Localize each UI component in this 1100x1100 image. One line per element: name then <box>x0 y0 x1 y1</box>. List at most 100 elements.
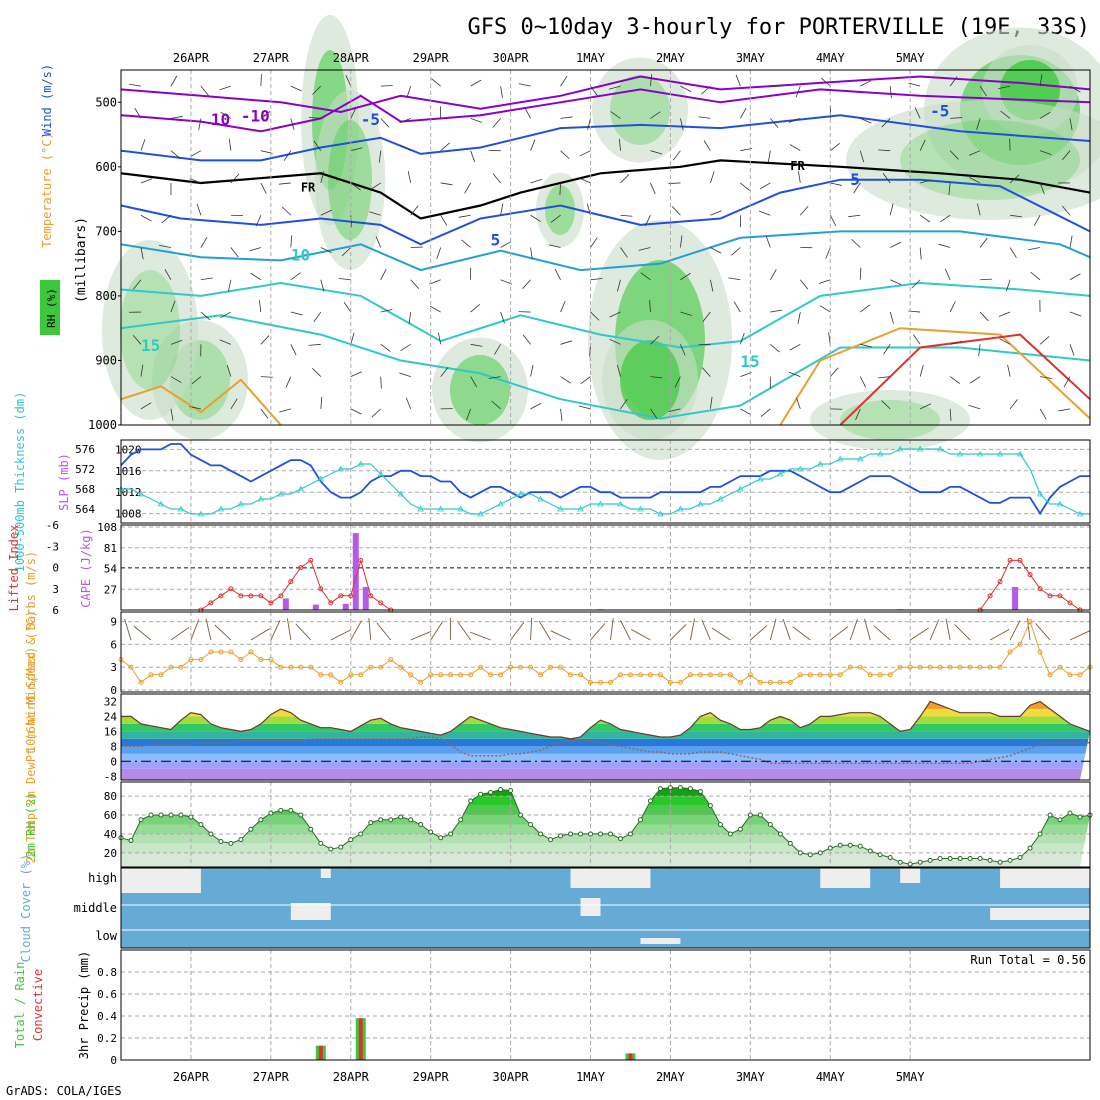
wind-speed-point <box>538 672 544 678</box>
rh-point <box>428 829 434 835</box>
wind-barb <box>949 408 952 421</box>
cloud-gap <box>640 938 681 944</box>
temp-tick: 16 <box>104 725 117 738</box>
wind-speed-point <box>398 664 404 670</box>
panel-frame <box>120 439 1091 524</box>
wind-barb <box>380 85 393 87</box>
wind-panel: 0 3 6 9 10m Wind Speed & Barbs (m/s) <box>24 551 1093 753</box>
li-point <box>1047 593 1053 599</box>
surface-wind-barb <box>1009 620 1021 641</box>
precip-convective-bar <box>318 1045 323 1060</box>
li-point <box>288 579 294 585</box>
date-label-bottom: 1MAY <box>576 1070 606 1084</box>
rh-point <box>977 856 983 861</box>
wind-tick: 6 <box>110 638 117 651</box>
precip-tick: 0.2 <box>97 1032 117 1045</box>
wind-barb <box>470 376 477 388</box>
thickness-point <box>657 510 664 517</box>
wind-barb <box>522 279 531 289</box>
wind-barb <box>343 301 352 313</box>
wind-speed-point <box>1057 664 1063 670</box>
wind-barb <box>855 408 861 421</box>
temp-contour <box>120 281 1091 349</box>
wind-barb <box>464 182 471 194</box>
wind-speed-point <box>328 672 334 678</box>
wind-barb <box>488 376 501 379</box>
rh-point <box>937 856 943 861</box>
surface-wind-barb <box>909 627 929 641</box>
thickness-point <box>457 505 464 512</box>
wind-barb <box>200 311 211 321</box>
wind-barb <box>799 205 809 216</box>
rh-point <box>278 807 284 813</box>
wind-barb <box>260 74 262 87</box>
wind-speed-point <box>627 672 633 678</box>
rh-point <box>817 850 823 856</box>
wind-barb <box>470 150 476 163</box>
thickness-point <box>197 510 205 517</box>
wind-barb <box>883 344 891 355</box>
wind-barb <box>770 118 779 128</box>
precip-convective-bar <box>628 1053 633 1060</box>
wind-barb <box>290 235 293 248</box>
thickness-point <box>337 465 344 472</box>
wind-barb <box>702 367 711 377</box>
li-point <box>1037 586 1043 592</box>
li-axis-label: Lifted Index <box>7 525 21 612</box>
wind-speed-point <box>168 664 174 670</box>
rh-point <box>308 826 314 832</box>
wind-barb <box>920 403 932 410</box>
wind-barb <box>860 80 872 87</box>
wind-barb <box>796 397 801 409</box>
rh-tick: 60 <box>104 809 117 822</box>
wind-barb <box>789 343 801 351</box>
temp-band <box>121 768 1090 780</box>
wind-barb <box>281 206 292 216</box>
rh-shade <box>610 75 670 145</box>
wind-barb <box>550 214 561 223</box>
wind-barb <box>739 332 745 345</box>
rh-point <box>158 812 164 818</box>
surface-wind-barb <box>376 622 392 641</box>
wind-barb <box>380 343 391 352</box>
wind-barb <box>132 334 142 345</box>
rh-point <box>558 833 564 839</box>
wind-barb <box>530 364 534 377</box>
li-point <box>1057 593 1063 599</box>
wind-barb <box>640 272 651 281</box>
li-point <box>358 557 364 563</box>
wind-barb <box>1069 311 1082 317</box>
wind-barb <box>795 85 801 98</box>
li-tick: 0 <box>52 562 59 575</box>
wind-barb <box>375 236 382 248</box>
rh-point <box>657 786 663 792</box>
thickness-point <box>1076 510 1084 517</box>
p-tick: 600 <box>95 160 117 174</box>
rh-shade <box>314 90 386 270</box>
li-point <box>208 600 214 606</box>
wind-barb <box>560 340 573 345</box>
wind-speed-point <box>1017 641 1023 647</box>
wind-barb <box>196 203 202 216</box>
rh-band <box>121 796 1090 806</box>
wind-barb <box>1009 174 1020 184</box>
wind-speed-point <box>687 672 693 678</box>
wind-speed-point <box>927 664 933 670</box>
thickness-tick: 564 <box>75 503 95 516</box>
wind-barb <box>919 139 926 151</box>
rh-point <box>667 785 673 791</box>
thickness-point <box>537 495 544 502</box>
surface-wind-barb <box>368 618 372 641</box>
thickness-point <box>996 450 1004 457</box>
wind-speed-point <box>997 664 1003 670</box>
wind-barb <box>709 396 713 409</box>
wind-barb <box>260 408 269 419</box>
wind-speed-point <box>707 672 713 678</box>
temp-contour <box>120 114 1091 162</box>
wind-barb <box>969 177 981 184</box>
rh-point <box>238 837 244 843</box>
thickness-point <box>1056 500 1064 507</box>
wind-barb <box>380 268 387 280</box>
wind-speed-point <box>268 657 274 663</box>
wind-barb <box>828 332 831 345</box>
